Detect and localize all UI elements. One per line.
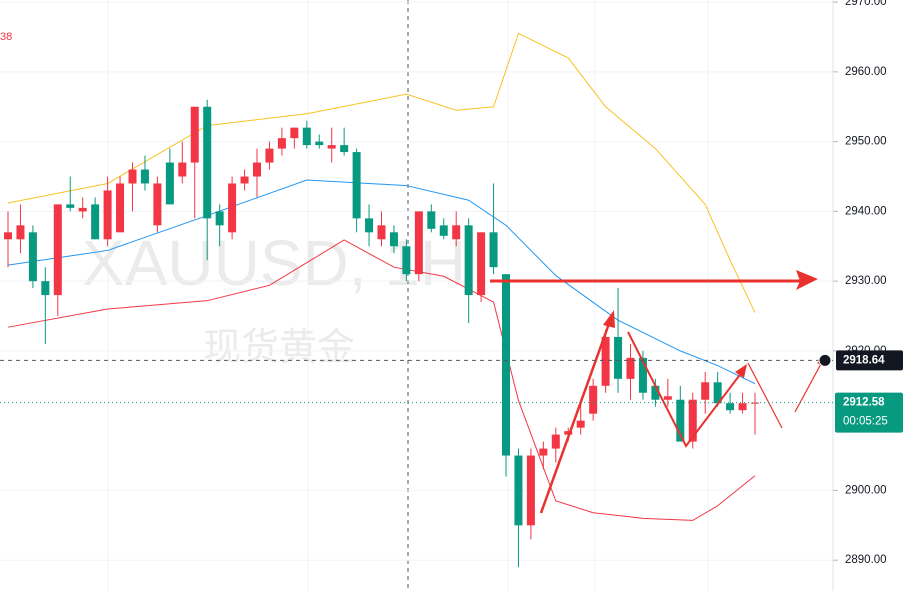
candle-body: [78, 207, 87, 212]
candle-body: [128, 169, 137, 184]
candle-body: [452, 225, 461, 240]
y-tick-label: 2890.00: [845, 554, 887, 566]
candle-body: [103, 190, 112, 240]
candle-body: [253, 162, 261, 177]
candle-body: [402, 246, 411, 275]
watermark: 现货黄金: [203, 327, 355, 369]
candle-body: [477, 232, 486, 296]
plot: [0, 1, 833, 568]
candle-body: [526, 455, 535, 526]
candle-body: [576, 420, 585, 428]
candle-body: [751, 402, 759, 404]
candle-body: [489, 232, 498, 268]
candle-body: [726, 403, 735, 411]
candle-body: [215, 211, 224, 226]
candle-body: [377, 225, 386, 240]
bollinger-band: [7, 32, 756, 313]
candle-body: [240, 176, 249, 184]
candle-body: [53, 204, 62, 296]
bollinger-band: [7, 179, 756, 385]
candle-body: [439, 225, 448, 236]
candle-body: [315, 141, 324, 146]
y-tick-label: 2950.00: [845, 136, 887, 148]
candle-body: [140, 169, 149, 184]
y-tick-label: 2940.00: [845, 205, 887, 217]
candle-body: [738, 403, 747, 411]
candle-body: [638, 357, 647, 393]
y-tick-label: 2930.00: [845, 275, 887, 287]
candle-body: [502, 274, 510, 456]
candle-body: [626, 357, 635, 379]
countdown-label: 00:05:25: [843, 416, 888, 428]
indicator-value: 38: [0, 31, 12, 43]
candle-body: [66, 204, 75, 208]
candle-body: [4, 232, 12, 240]
candle-body: [551, 434, 560, 449]
last-price-bg: [835, 392, 903, 433]
candle-body: [514, 455, 523, 526]
candle-body: [153, 183, 162, 226]
candle-body: [352, 152, 361, 219]
y-tick-label: 2960.00: [845, 66, 887, 78]
candle-body: [290, 127, 299, 139]
candle-body: [203, 106, 212, 219]
candle-body: [414, 211, 423, 275]
candle-body: [28, 232, 37, 282]
candle-body: [116, 183, 125, 233]
candle-body: [190, 106, 199, 163]
candle-body: [165, 162, 174, 205]
candle-body: [663, 396, 672, 400]
candle-body: [676, 399, 685, 442]
candle-body: [228, 183, 237, 233]
candle-body: [701, 382, 710, 400]
crosshair-label-bg: [836, 350, 903, 371]
crosshair-plus: [818, 353, 832, 367]
y-tick-label: 2970.00: [845, 0, 887, 8]
last-price-label: 2912.58: [843, 397, 885, 409]
y-tick-label: 2900.00: [845, 484, 887, 496]
candle-body: [713, 382, 722, 404]
candle-body: [464, 225, 473, 296]
candle-body: [327, 145, 336, 149]
candle-body: [265, 148, 274, 163]
candle-body: [302, 127, 311, 146]
candle-body: [601, 336, 610, 386]
candle-body: [277, 138, 286, 149]
candle-body: [91, 204, 100, 240]
candle-body: [564, 431, 573, 435]
crosshair-price-label: 2918.64: [843, 354, 885, 366]
candle-body: [539, 448, 548, 456]
candle-body: [614, 336, 623, 379]
candle-body: [16, 225, 25, 240]
watermark: XAUUSD, 1H: [82, 227, 466, 299]
annotations: [490, 270, 825, 514]
candle-body: [427, 211, 436, 229]
candle-body: [178, 162, 187, 177]
bollinger-band: [7, 239, 756, 521]
candle-body: [365, 218, 374, 233]
candle-body: [589, 385, 598, 414]
candle-body: [651, 385, 660, 400]
candle-body: [389, 232, 398, 247]
candle-body: [41, 281, 50, 296]
candle-body: [688, 399, 697, 442]
candle-body: [340, 145, 349, 153]
